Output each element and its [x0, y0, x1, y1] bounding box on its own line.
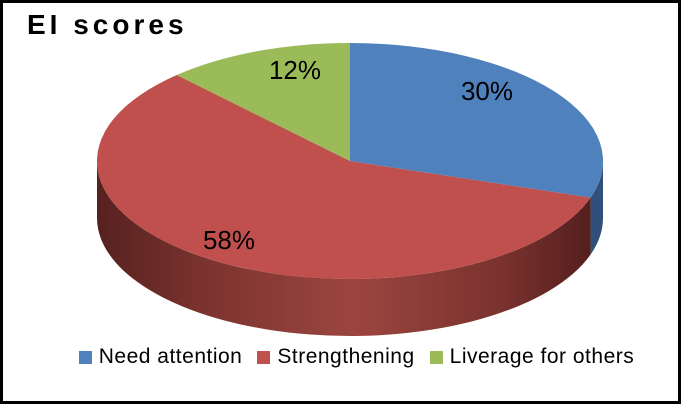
pie-chart: 30% 12% 58% — [96, 43, 604, 337]
data-label-strengthening: 58% — [203, 225, 255, 255]
chart-title: EI scores — [27, 9, 188, 40]
data-label-need-attention: 30% — [461, 76, 513, 106]
slice-need-attention — [350, 43, 604, 198]
legend: Need attention Strengthening Liverage fo… — [19, 345, 678, 369]
data-label-liverage-for-others: 12% — [269, 55, 321, 85]
legend-swatch-need-attention — [78, 350, 92, 364]
slice-liverage-for-others — [176, 43, 350, 161]
legend-item-need-attention: Need attention — [78, 345, 243, 369]
legend-label-strengthening: Strengthening — [277, 345, 415, 368]
legend-swatch-liverage-for-others — [429, 350, 443, 364]
pie-side-strengthening — [96, 161, 591, 337]
legend-item-liverage-for-others: Liverage for others — [429, 345, 635, 369]
legend-label-need-attention: Need attention — [98, 345, 243, 368]
legend-label-liverage-for-others: Liverage for others — [449, 345, 635, 368]
pie-side-need-attention — [590, 161, 603, 255]
legend-item-strengthening: Strengthening — [257, 345, 414, 369]
slice-strengthening — [96, 75, 591, 280]
legend-swatch-strengthening — [257, 350, 271, 364]
